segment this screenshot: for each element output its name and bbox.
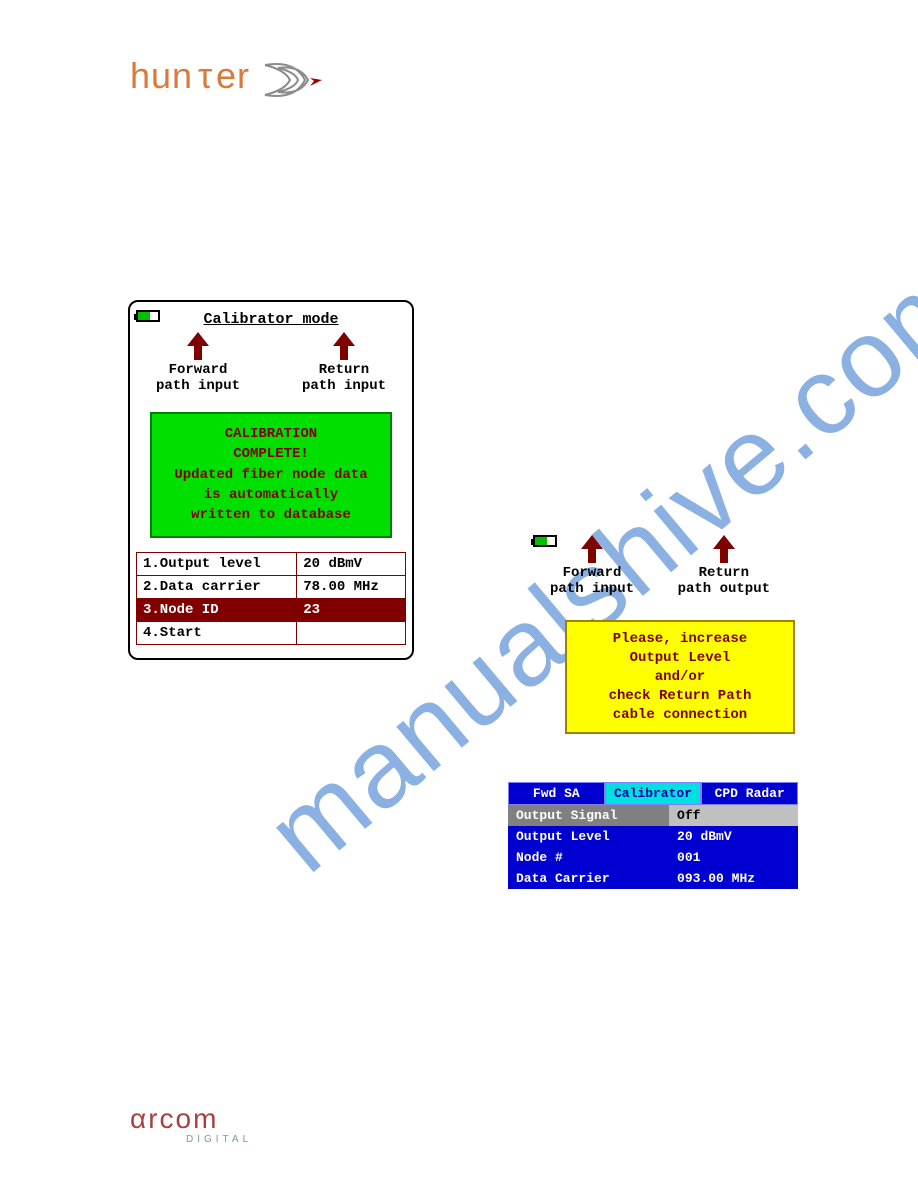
- table-row[interactable]: Output SignalOff: [508, 805, 798, 826]
- up-arrow-icon: [187, 332, 209, 360]
- svg-text:er: er: [216, 55, 250, 96]
- tab-cpd-radar[interactable]: CPD Radar: [701, 782, 798, 805]
- table-row[interactable]: 3.Node ID23: [137, 598, 406, 621]
- battery-icon: [533, 535, 557, 547]
- table-row[interactable]: 1.Output level20 dBmV: [137, 552, 406, 575]
- tab-calibrator[interactable]: Calibrator: [605, 782, 702, 805]
- forward-path-label: Forwardpath input: [156, 332, 240, 394]
- status-table: Output SignalOff Output Level20 dBmV Nod…: [508, 805, 798, 889]
- svg-text:τ: τ: [198, 55, 212, 96]
- battery-icon: [136, 310, 160, 322]
- table-row[interactable]: Node #001: [508, 847, 798, 868]
- return-path-label: Returnpath output: [678, 535, 770, 597]
- calibration-complete-box: CALIBRATION COMPLETE! Updated fiber node…: [150, 412, 392, 537]
- blue-status-panel: Fwd SA Calibrator CPD Radar Output Signa…: [508, 782, 798, 889]
- table-row[interactable]: 2.Data carrier78.00 MHz: [137, 575, 406, 598]
- hunter-logo: hun τ er: [130, 50, 340, 115]
- table-row[interactable]: Data Carrier093.00 MHz: [508, 868, 798, 889]
- mini-header: Forwardpath input Returnpath output: [460, 535, 780, 597]
- screen-title: Calibrator mode: [203, 311, 338, 328]
- table-row[interactable]: 4.Start: [137, 621, 406, 644]
- up-arrow-icon: [581, 535, 603, 563]
- calibrator-screen: Calibrator mode Forwardpath input Return…: [128, 300, 414, 660]
- forward-path-label: Forwardpath input: [550, 535, 634, 597]
- warning-box: Please, increase Output Level and/or che…: [565, 620, 795, 734]
- tab-bar: Fwd SA Calibrator CPD Radar: [508, 782, 798, 805]
- table-row[interactable]: Output Level20 dBmV: [508, 826, 798, 847]
- up-arrow-icon: [713, 535, 735, 563]
- up-arrow-icon: [333, 332, 355, 360]
- tab-fwd-sa[interactable]: Fwd SA: [508, 782, 605, 805]
- svg-text:hun: hun: [130, 55, 193, 96]
- svg-text:DIGITAL: DIGITAL: [186, 1134, 252, 1145]
- svg-text:αrcom: αrcom: [130, 1103, 218, 1134]
- arcom-logo: αrcom DIGITAL: [130, 1100, 290, 1155]
- settings-table: 1.Output level20 dBmV 2.Data carrier78.0…: [136, 552, 406, 645]
- return-path-label: Returnpath input: [302, 332, 386, 394]
